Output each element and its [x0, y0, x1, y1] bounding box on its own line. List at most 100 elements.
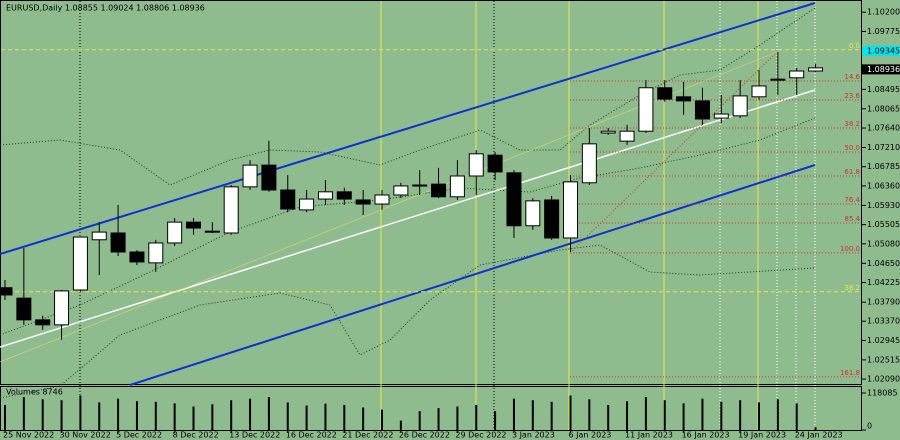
channel-lower [129, 164, 816, 386]
candle-body [148, 242, 164, 264]
x-tick-label: 19 Jan 2023 [738, 431, 786, 440]
volume-pane-frame [0, 386, 862, 431]
candle-body [91, 231, 107, 241]
candle-body [789, 70, 805, 79]
candle-body [732, 95, 748, 117]
bollinger-middle [0, 117, 816, 336]
x-tick-label: 13 Dec 2022 [229, 431, 280, 440]
volume-tick-label: 0 [867, 422, 872, 431]
candle-body [280, 189, 296, 210]
candle-body [525, 200, 541, 227]
candle-body [657, 87, 673, 100]
candle-body [544, 199, 560, 239]
y-tick-label: 1.05080 [867, 239, 900, 248]
candle-body [110, 232, 126, 253]
price-box-label: 1.08936 [867, 65, 900, 74]
x-tick-label: 25 Nov 2022 [3, 431, 54, 440]
x-tick-label: 8 Dec 2022 [173, 431, 219, 440]
y-tick-label: 1.03790 [867, 298, 900, 307]
candle-body [54, 290, 70, 326]
candle-body [355, 199, 371, 205]
fib-label: 50.0 [844, 144, 860, 152]
candle-body [713, 113, 729, 119]
volume-label: Volumes 8746 [6, 388, 63, 397]
x-tick-label: 6 Jan 2023 [569, 431, 612, 440]
candle-body [374, 194, 390, 205]
y-tick-label: 1.07210 [867, 143, 900, 152]
fib-label: 76.4 [844, 196, 860, 204]
candle-body [317, 191, 333, 200]
x-tick-label: 26 Dec 2022 [399, 431, 450, 440]
y-tick-label: 1.04650 [867, 259, 900, 268]
candle-body [619, 130, 635, 142]
price-box [862, 45, 900, 56]
candle-body [468, 153, 484, 177]
y-tick-label: 1.02090 [867, 375, 900, 384]
candle-body [487, 154, 503, 173]
x-tick-label: 3 Jan 2023 [512, 431, 555, 440]
x-tick-label: 11 Jan 2023 [625, 431, 673, 440]
candle-body [638, 87, 654, 132]
candle-body [167, 221, 183, 244]
candle-body [204, 230, 220, 233]
y-tick-label: 1.10200 [867, 8, 900, 17]
candle-body [449, 175, 465, 198]
x-tick-label: 16 Jan 2023 [682, 431, 730, 440]
y-tick-label: 1.04225 [867, 278, 900, 287]
candle-body [35, 319, 51, 326]
volume-tick-label: 118085 [867, 389, 898, 398]
candle-body [242, 164, 258, 188]
y-tick-label: 1.08065 [867, 104, 900, 113]
y-tick-label: 1.06360 [867, 181, 900, 190]
bollinger-upper [0, 7, 816, 186]
fib-label: 14.6 [844, 73, 860, 81]
candle-body [506, 172, 522, 227]
candle-body [581, 143, 597, 184]
fib-label: 38.2 [844, 120, 860, 128]
fib-label: 100.0 [840, 245, 860, 253]
y-tick-label: 1.05505 [867, 220, 900, 229]
x-tick-label: 24 Jan 2023 [795, 431, 843, 440]
candle-body [72, 236, 88, 291]
fib-label: 61.8 [844, 168, 860, 176]
fib-label: 0.0 [849, 42, 860, 50]
fibo-trend [569, 51, 778, 254]
channel-upper [0, 2, 816, 255]
channel-middle [0, 89, 816, 348]
candle-body [299, 198, 315, 211]
candle-body [16, 297, 32, 321]
x-tick-label: 5 Dec 2022 [116, 431, 162, 440]
candle-body [431, 183, 447, 198]
y-tick-label: 1.02945 [867, 336, 900, 345]
candle-body [808, 67, 824, 72]
y-tick-label: 1.08495 [867, 85, 900, 94]
x-tick-label: 30 Nov 2022 [60, 431, 111, 440]
candle-body [0, 287, 13, 296]
y-tick-label: 1.03370 [867, 317, 900, 326]
fib-label: 23.6 [844, 92, 860, 100]
candle-body [223, 186, 239, 234]
price-pane-frame [0, 0, 862, 385]
candle-body [694, 100, 710, 120]
x-tick-label: 21 Dec 2022 [342, 431, 393, 440]
candle-body [129, 251, 145, 263]
y-tick-label: 1.02515 [867, 355, 900, 364]
candle-body [676, 96, 692, 102]
fib-label: 161.8 [840, 369, 860, 377]
fib-label: 38.2 [844, 284, 860, 292]
price-box-label: 1.09345 [867, 46, 900, 55]
candle-body [600, 130, 616, 134]
drawings [0, 1, 816, 430]
candle-body [751, 85, 767, 98]
candle-body [412, 184, 428, 187]
y-tick-label: 1.09775 [867, 27, 900, 36]
chart-title: EURUSD,Daily 1.08855 1.09024 1.08806 1.0… [6, 4, 205, 13]
y-tick-label: 1.05930 [867, 201, 900, 210]
candle-body [186, 221, 201, 229]
candle-body [563, 181, 578, 239]
x-tick-label: 29 Dec 2022 [455, 431, 506, 440]
fib-label: 85.4 [844, 215, 860, 223]
candle-body [261, 164, 277, 191]
y-tick-label: 1.07640 [867, 124, 900, 133]
